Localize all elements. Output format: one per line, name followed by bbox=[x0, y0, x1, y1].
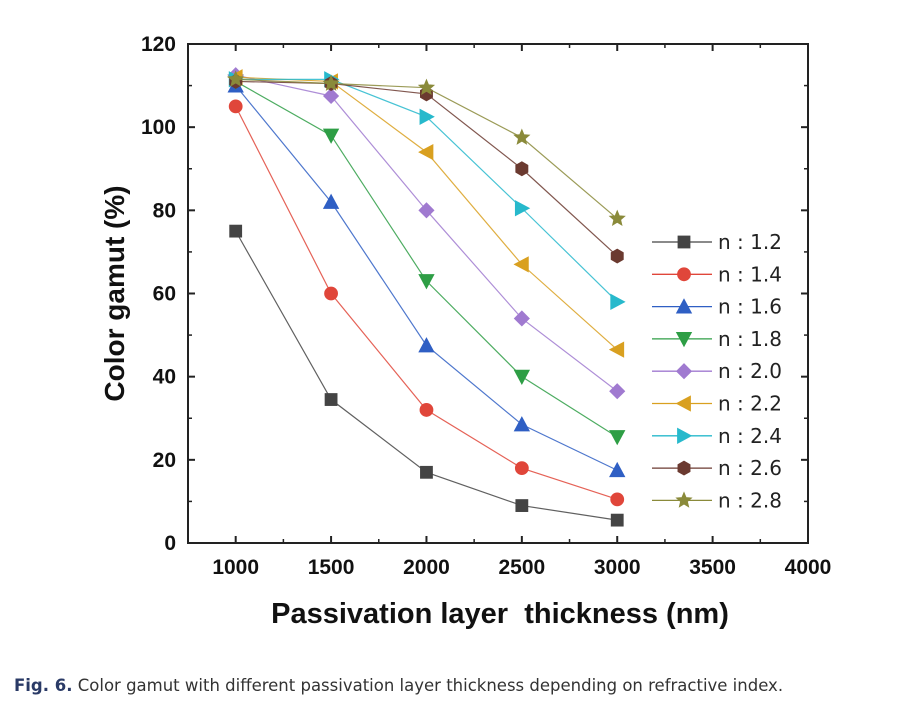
data-point bbox=[513, 128, 531, 145]
legend-marker bbox=[675, 363, 693, 380]
data-point bbox=[419, 403, 434, 417]
data-point bbox=[419, 108, 435, 125]
series-n-1-4 bbox=[228, 99, 625, 507]
data-point bbox=[608, 341, 625, 358]
series-n-2-0 bbox=[227, 67, 626, 400]
data-point bbox=[514, 200, 531, 217]
x-tick-label: 3500 bbox=[689, 556, 736, 579]
legend-marker bbox=[677, 235, 691, 249]
caption-label: Fig. 6. bbox=[14, 676, 73, 695]
y-axis-title: Color gamut (%) bbox=[99, 185, 130, 401]
legend-label: n : 2.2 bbox=[718, 392, 782, 416]
x-tick-label: 1500 bbox=[308, 556, 355, 579]
data-point bbox=[610, 513, 624, 527]
data-point bbox=[420, 465, 433, 479]
y-tick-label: 0 bbox=[164, 532, 176, 555]
plot-frame bbox=[187, 43, 809, 544]
y-tick-label: 100 bbox=[141, 116, 176, 139]
data-point bbox=[322, 128, 340, 144]
data-point bbox=[610, 492, 625, 507]
series-n-2-4 bbox=[228, 71, 626, 310]
data-point bbox=[609, 461, 626, 478]
legend-label: n : 2.0 bbox=[718, 359, 782, 383]
data-point bbox=[418, 337, 435, 353]
legend-label: n : 1.4 bbox=[718, 262, 782, 286]
data-point bbox=[609, 383, 626, 400]
legend-label: n : 1.8 bbox=[718, 327, 782, 351]
series-line bbox=[235, 106, 618, 500]
data-point bbox=[324, 393, 338, 406]
legend-label: n : 2.6 bbox=[718, 456, 782, 480]
y-tick-label: 60 bbox=[153, 283, 176, 306]
data-point bbox=[515, 161, 529, 177]
x-tick-label: 2000 bbox=[403, 556, 450, 579]
data-point bbox=[228, 99, 243, 114]
data-point bbox=[513, 416, 531, 432]
legend-marker bbox=[677, 460, 691, 476]
x-axis-title: Passivation layer thickness (nm) bbox=[271, 598, 729, 630]
data-point bbox=[418, 274, 435, 290]
data-point bbox=[418, 143, 434, 161]
data-point bbox=[513, 256, 529, 273]
legend-label: n : 2.8 bbox=[718, 488, 782, 512]
series-line bbox=[235, 80, 618, 438]
y-tick-label: 120 bbox=[141, 33, 176, 56]
series-n-2-8 bbox=[227, 70, 626, 226]
data-point bbox=[609, 430, 626, 446]
data-point bbox=[323, 87, 340, 105]
data-point bbox=[515, 499, 529, 512]
legend-marker bbox=[675, 298, 693, 314]
legend-label: n : 2.4 bbox=[718, 424, 782, 448]
x-tick-label: 4000 bbox=[785, 556, 832, 579]
caption-text: Color gamut with different passivation l… bbox=[72, 676, 784, 695]
data-point bbox=[322, 193, 340, 209]
legend-marker bbox=[675, 331, 693, 348]
legend-label: n : 1.2 bbox=[718, 230, 782, 254]
legend-marker bbox=[677, 427, 693, 444]
figure-caption: Fig. 6. Color gamut with different passi… bbox=[14, 676, 904, 695]
data-point bbox=[229, 224, 243, 238]
y-tick-label: 80 bbox=[153, 199, 176, 222]
y-tick-label: 40 bbox=[153, 366, 176, 389]
chart-svg: 0 20 40 60 80 100 120 1000 1500 2000 2500 3000 3500 4… bbox=[99, 33, 832, 630]
data-point bbox=[514, 461, 529, 476]
data-point bbox=[608, 209, 626, 226]
legend-label: n : 1.6 bbox=[718, 295, 782, 319]
legend-marker bbox=[675, 395, 691, 412]
data-point bbox=[324, 286, 338, 301]
data-point bbox=[513, 369, 531, 386]
data-point bbox=[610, 293, 626, 310]
legend-marker bbox=[677, 267, 691, 282]
series-n-1-8 bbox=[227, 74, 626, 446]
data-point bbox=[418, 202, 435, 219]
y-tick-label: 20 bbox=[153, 449, 176, 472]
data-point bbox=[513, 310, 530, 327]
legend-marker bbox=[675, 491, 693, 508]
series-line bbox=[235, 80, 618, 257]
series-n-2-6 bbox=[229, 73, 624, 264]
data-point bbox=[322, 74, 340, 91]
data-point bbox=[610, 248, 624, 264]
legend: n : 1.2 n : 1.4 n : 1.6 n : 1.8 n : 2.0 n : 2… bbox=[652, 230, 782, 512]
data-point bbox=[417, 78, 436, 95]
series-n-1-2 bbox=[229, 224, 624, 527]
x-tick-label: 3000 bbox=[594, 556, 641, 579]
x-tick-label: 1000 bbox=[212, 556, 259, 579]
x-tick-label: 2500 bbox=[498, 556, 545, 579]
data-point bbox=[227, 70, 245, 87]
